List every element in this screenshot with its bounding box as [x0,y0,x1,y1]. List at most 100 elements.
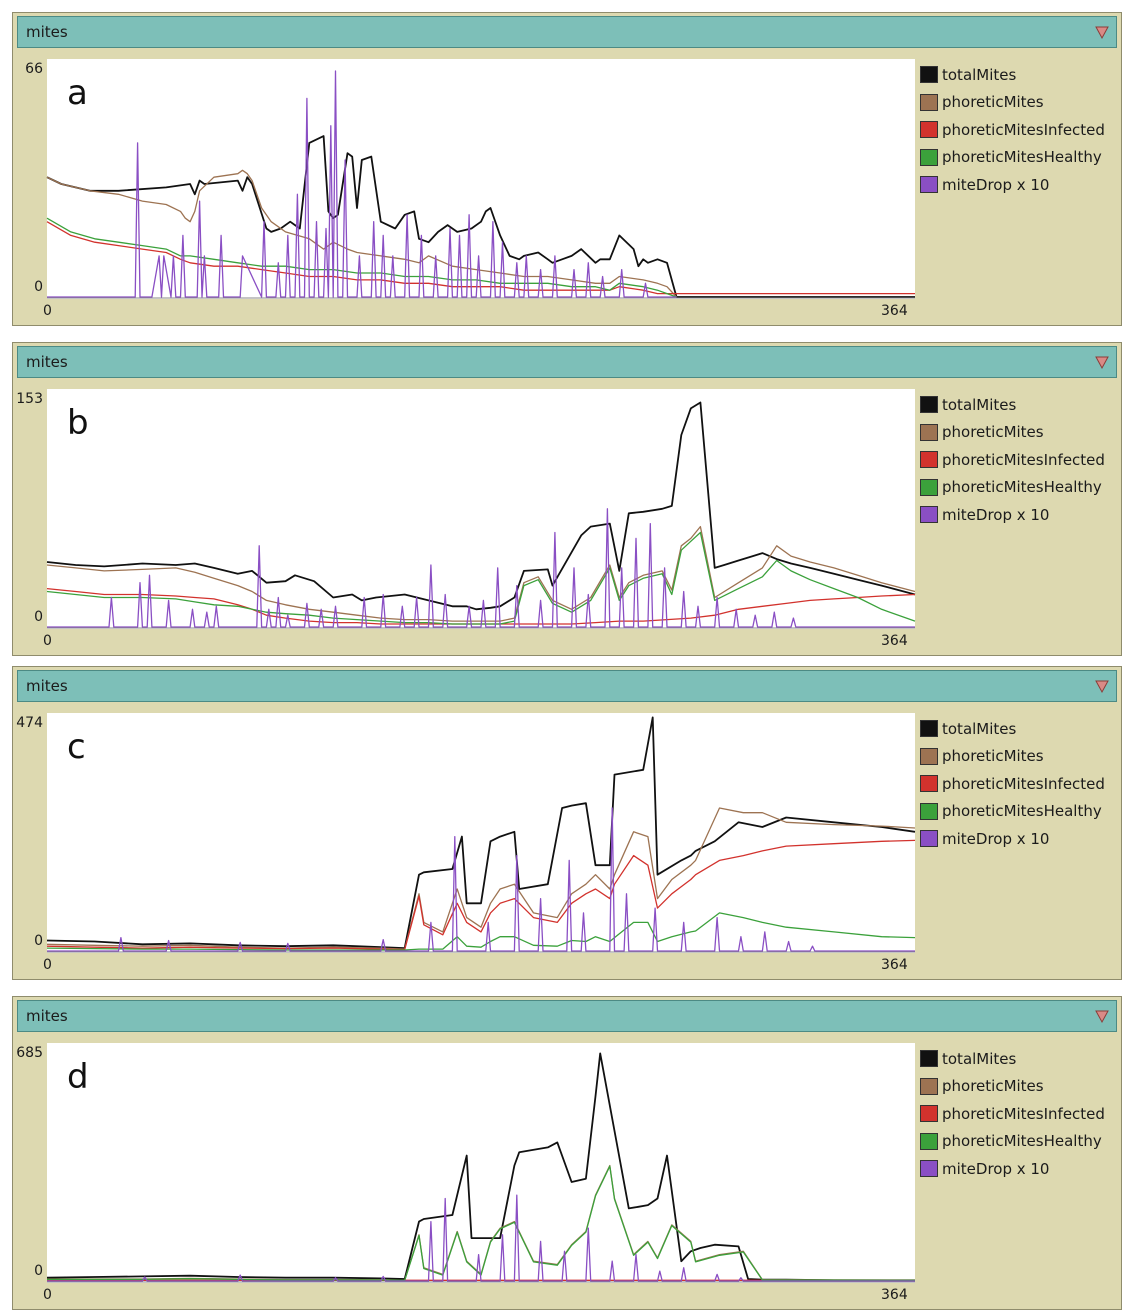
legend-swatch [920,423,938,441]
legend-item: totalMites [920,715,1105,743]
legend-swatch [920,451,938,469]
plot-title: mites [26,1007,68,1025]
legend-label: totalMites [942,395,1017,414]
legend: totalMites phoreticMites phoreticMitesInfe… [920,1045,1105,1183]
plot-panel-c: mites 474 0 0 364 c totalMites phoreticMites pho… [12,666,1122,980]
legend-item: phoreticMitesInfected [920,1100,1105,1128]
plot-title: mites [26,353,68,371]
series-line-phoreticmites [47,1164,916,1281]
panel-letter: d [67,1057,89,1097]
legend-label: miteDrop x 10 [942,1159,1050,1178]
legend-item: miteDrop x 10 [920,1155,1105,1183]
legend-label: miteDrop x 10 [942,175,1050,194]
y-max-label: 474 [16,715,43,731]
plot-panel-a: mites 66 0 0 364 a totalMites phoreticMites phor… [12,12,1122,326]
legend-item: phoreticMites [920,743,1105,771]
series-line-totalmites [46,716,916,950]
plot-panel-b: mites 153 0 0 364 b totalMites phoreticMites pho… [12,342,1122,656]
legend-swatch [920,506,938,524]
series-line-mitedrop-x-10 [47,508,915,628]
legend-label: totalMites [942,1049,1017,1068]
panel-letter: b [67,403,89,443]
y-min-label: 0 [34,1263,43,1279]
legend-label: phoreticMitesInfected [942,450,1105,469]
legend-label: phoreticMites [942,93,1044,112]
dropdown-arrow-icon[interactable] [1094,354,1110,370]
series-line-phoreticmites [46,807,916,950]
legend-item: miteDrop x 10 [920,171,1105,199]
legend: totalMites phoreticMites phoreticMitesInfe… [920,391,1105,529]
series-line-mitedrop-x-10 [47,807,915,952]
y-max-label: 685 [16,1045,43,1061]
plot-title-bar: mites [17,16,1117,48]
plot-title: mites [26,23,68,41]
legend-item: totalMites [920,391,1105,419]
panel-letter: c [67,727,86,767]
legend-item: phoreticMitesHealthy [920,798,1105,826]
legend-label: phoreticMitesHealthy [942,148,1102,167]
plot-area [47,713,915,953]
legend-label: phoreticMitesHealthy [942,802,1102,821]
x-max-label: 364 [881,957,908,973]
legend-item: phoreticMitesHealthy [920,474,1105,502]
plot-area [47,389,915,629]
legend-label: phoreticMites [942,423,1044,442]
legend-swatch [920,1160,938,1178]
y-max-label: 66 [25,61,43,77]
legend-item: miteDrop x 10 [920,825,1105,853]
legend-swatch [920,802,938,820]
legend-label: miteDrop x 10 [942,829,1050,848]
legend-item: phoreticMitesHealthy [920,144,1105,172]
legend-swatch [920,478,938,496]
y-min-label: 0 [34,933,43,949]
legend-swatch [920,1132,938,1150]
legend-swatch [920,747,938,765]
x-min-label: 0 [43,303,52,319]
x-max-label: 364 [881,1287,908,1303]
series-line-totalmites [46,1052,915,1282]
legend-swatch [920,1105,938,1123]
dropdown-arrow-icon[interactable] [1094,1008,1110,1024]
legend-item: phoreticMitesHealthy [920,1128,1105,1156]
series-line-phoreticmitesinfected [46,839,916,951]
legend-item: phoreticMites [920,1073,1105,1101]
plot-panel-d: mites 685 0 0 364 d totalMites phoreticMites pho… [12,996,1122,1310]
panel-letter: a [67,73,88,113]
legend-swatch [920,148,938,166]
legend: totalMites phoreticMites phoreticMitesInfe… [920,715,1105,853]
legend-swatch [920,1050,938,1068]
plot-title-bar: mites [17,346,1117,378]
x-min-label: 0 [43,633,52,649]
legend-label: phoreticMites [942,747,1044,766]
series-line-totalmites [46,401,916,611]
legend-item: totalMites [920,1045,1105,1073]
y-max-label: 153 [16,391,43,407]
plot-svg [46,716,916,953]
legend-swatch [920,720,938,738]
legend-item: phoreticMitesInfected [920,116,1105,144]
x-min-label: 0 [43,957,52,973]
legend-swatch [920,121,938,139]
legend-item: miteDrop x 10 [920,501,1105,529]
dropdown-arrow-icon[interactable] [1094,678,1110,694]
plot-title: mites [26,677,68,695]
plot-svg [46,1052,916,1283]
legend-label: phoreticMitesInfected [942,774,1105,793]
legend-label: totalMites [942,719,1017,738]
dropdown-arrow-icon[interactable] [1094,24,1110,40]
plot-title-bar: mites [17,670,1117,702]
x-min-label: 0 [43,1287,52,1303]
plot-area [47,59,915,299]
legend-swatch [920,1077,938,1095]
series-line-phoreticmiteshealthy [46,531,916,625]
series-line-phoreticmiteshealthy [47,1165,916,1281]
series-line-phoreticmites [46,169,677,298]
y-min-label: 0 [34,279,43,295]
series-line-phoreticmitesinfected [46,221,915,295]
series-line-phoreticmiteshealthy [46,217,677,298]
series-line-phoreticmites [46,525,916,622]
legend-label: phoreticMitesHealthy [942,1132,1102,1151]
legend-swatch [920,775,938,793]
legend-label: phoreticMitesInfected [942,120,1105,139]
legend-swatch [920,176,938,194]
